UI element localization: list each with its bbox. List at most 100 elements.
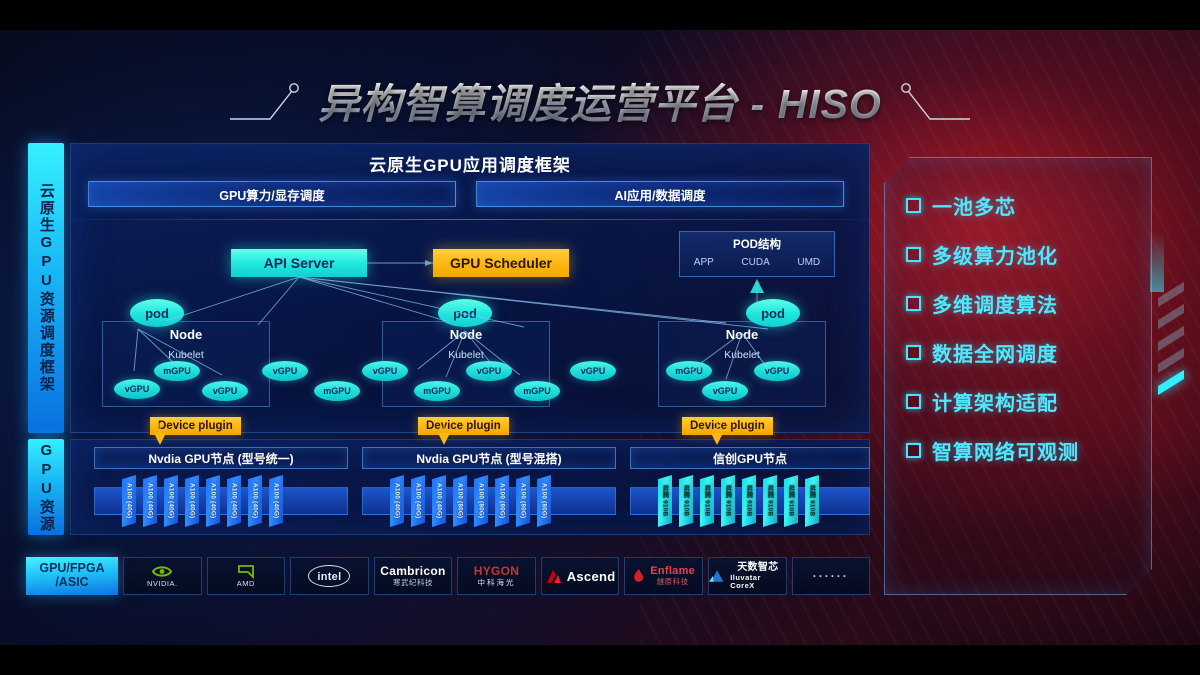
gpu-card-3-8[interactable]: 昇腾 910B (805, 475, 819, 527)
mgpu-2-2[interactable]: mGPU (414, 381, 460, 401)
stripe-2 (1158, 303, 1184, 330)
feature-item-6[interactable]: 智算网络可观测 (906, 436, 1138, 465)
vendor-logo-nvidia[interactable]: NVIDIA. (123, 557, 202, 595)
vendor-more[interactable]: ······ (791, 557, 871, 595)
gpu-card-1-8[interactable]: A100 (40G) (269, 475, 283, 527)
vendor-logo-hygon[interactable]: HYGON 中科海光 (457, 557, 536, 595)
gpu-card-1-1[interactable]: A100 (40G) (122, 475, 136, 527)
gpu-card-body (411, 475, 425, 527)
gpu-node-header-2[interactable]: Nvdia GPU节点 (型号混搭) (362, 447, 616, 469)
gpu-card-3-6[interactable]: 昇腾 910B (763, 475, 777, 527)
checkbox-icon[interactable] (906, 345, 921, 360)
gpu-node-header-1-label: Nvdia GPU节点 (型号统一) (148, 451, 294, 466)
checkbox-icon[interactable] (906, 198, 921, 213)
gpu-card-1-6[interactable]: A100 (40G) (227, 475, 241, 527)
gpu-card-body (700, 475, 714, 527)
vendor-logo-enflame[interactable]: Enflame 燧原科技 (624, 557, 703, 595)
vendor-ascend-name: Ascend (566, 568, 616, 584)
scheduler-bar-compute[interactable]: GPU算力/显存调度 (88, 181, 456, 207)
pod-structure-layers: APP CUDA UMD (680, 257, 834, 268)
gpu-scheduler-node[interactable]: GPU Scheduler (433, 249, 569, 277)
checkbox-icon[interactable] (906, 443, 921, 458)
mgpu-1-5[interactable]: mGPU (314, 381, 360, 401)
section-divider (70, 219, 870, 220)
vgpu-2-1[interactable]: vGPU (362, 361, 408, 381)
architecture-diagram: 云原生GPU资源调度框架 GPU资源 云原生GPU应用调度框架 GPU算力/显存… (26, 143, 870, 595)
checkbox-icon[interactable] (906, 394, 921, 409)
gpu-card-body (206, 475, 220, 527)
feature-item-3[interactable]: 多维调度算法 (906, 289, 1138, 318)
checkbox-icon[interactable] (906, 247, 921, 262)
vendor-logo-iluvatar[interactable]: 天数智芯 Iluvatar CoreX (707, 557, 787, 595)
vendor-nvidia-name: NVIDIA. (146, 578, 178, 588)
gpu-card-body (248, 475, 262, 527)
gpu-card-1-7[interactable]: A100 (40G) (248, 475, 262, 527)
mgpu-2-2-label: mGPU (423, 386, 451, 396)
gpu-card-label: A100 (40G) (188, 483, 196, 519)
vgpu-3-3[interactable]: vGPU (754, 361, 800, 381)
gpu-node-header-3[interactable]: 信创GPU节点 (630, 447, 870, 469)
gpu-card-2-4[interactable]: A100 (80G) (453, 475, 467, 527)
mgpu-1-2[interactable]: mGPU (154, 361, 200, 381)
vendor-category-line1: GPU/FPGA (39, 561, 105, 576)
vgpu-1-1-label: vGPU (124, 384, 150, 394)
vgpu-1-1[interactable]: vGPU (114, 379, 160, 399)
gpu-card-label: A100 (40G) (167, 483, 175, 519)
gpu-card-3-4[interactable]: 昇腾 910B (721, 475, 735, 527)
feature-item-2[interactable]: 多级算力池化 (906, 240, 1138, 269)
vendor-logo-cambricon[interactable]: Cambricon 寒武纪科技 (373, 557, 453, 595)
device-plugin-1[interactable]: Device plugin (150, 417, 241, 435)
vgpu-3-2[interactable]: vGPU (702, 381, 748, 401)
vendor-logo-ascend[interactable]: Ascend (540, 557, 620, 595)
feature-item-5[interactable]: 计算架构适配 (906, 387, 1138, 416)
gpu-card-2-1[interactable]: A100 (40G) (390, 475, 404, 527)
gpu-card-2-7[interactable]: A100 (80G) (516, 475, 530, 527)
gpu-card-2-2[interactable]: A100 (40G) (411, 475, 425, 527)
vendor-logo-intel[interactable]: intel (290, 557, 369, 595)
device-plugin-3[interactable]: Device plugin (682, 417, 773, 435)
gpu-card-3-1[interactable]: 昇腾 910B (658, 475, 672, 527)
pod-3[interactable]: pod (746, 299, 800, 327)
device-plugin-2[interactable]: Device plugin (418, 417, 509, 435)
vendor-cambricon-name: Cambricon (380, 563, 446, 578)
stripe-3 (1158, 325, 1184, 352)
gpu-card-3-7[interactable]: 昇腾 910B (784, 475, 798, 527)
vendor-logo-amd[interactable]: AMD (206, 557, 286, 595)
mgpu-3-1[interactable]: mGPU (666, 361, 712, 381)
gpu-card-2-6[interactable]: A100 (80G) (495, 475, 509, 527)
pod-1[interactable]: pod (130, 299, 184, 327)
scheduler-bar-ai[interactable]: AI应用/数据调度 (476, 181, 844, 207)
gpu-card-2-8[interactable]: A100 (80G) (537, 475, 551, 527)
api-server-label: API Server (263, 255, 335, 271)
gpu-card-1-4[interactable]: A100 (40G) (185, 475, 199, 527)
gpu-card-2-5[interactable]: A100 (80G) (474, 475, 488, 527)
vgpu-2-3[interactable]: vGPU (466, 361, 512, 381)
pod-1-label: pod (145, 305, 169, 321)
vgpu-1-4[interactable]: vGPU (262, 361, 308, 381)
stripe-4 (1158, 347, 1184, 374)
api-server-node[interactable]: API Server (231, 249, 367, 277)
gpu-card-3-3[interactable]: 昇腾 910B (700, 475, 714, 527)
gpu-card-stack-2: A100 (40G) A100 (40G) A100 (40G) A100 (80G)… (362, 475, 616, 527)
pod-3-label: pod (761, 305, 785, 321)
vgpu-2-5[interactable]: vGPU (570, 361, 616, 381)
pod-2[interactable]: pod (438, 299, 492, 327)
gpu-card-label: 昇腾 910B (745, 485, 753, 517)
gpu-card-2-3[interactable]: A100 (40G) (432, 475, 446, 527)
vgpu-1-3[interactable]: vGPU (202, 381, 248, 401)
feature-item-4[interactable]: 数据全网调度 (906, 338, 1138, 367)
checkbox-icon[interactable] (906, 296, 921, 311)
gpu-card-1-3[interactable]: A100 (40G) (164, 475, 178, 527)
gpu-card-1-5[interactable]: A100 (40G) (206, 475, 220, 527)
iluvatar-triangle-icon (708, 570, 724, 582)
vendor-iluvatar-name: 天数智芯 (737, 561, 779, 573)
gpu-card-label: A100 (80G) (477, 483, 485, 519)
mgpu-2-4[interactable]: mGPU (514, 381, 560, 401)
gpu-node-header-1[interactable]: Nvdia GPU节点 (型号统一) (94, 447, 348, 469)
gpu-card-3-5[interactable]: 昇腾 910B (742, 475, 756, 527)
gpu-card-label: A100 (40G) (272, 483, 280, 519)
feature-item-1[interactable]: 一池多芯 (906, 191, 1138, 220)
vgpu-2-5-label: vGPU (580, 366, 606, 376)
gpu-card-3-2[interactable]: 昇腾 910B (679, 475, 693, 527)
gpu-card-1-2[interactable]: A100 (40G) (143, 475, 157, 527)
